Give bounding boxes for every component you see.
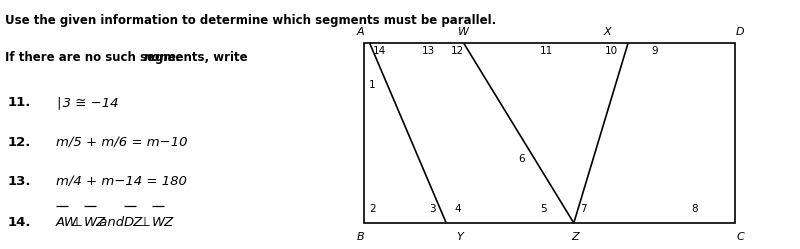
Text: DZ: DZ [124,216,143,229]
Text: C: C [737,232,744,242]
Text: 4: 4 [454,204,461,214]
Text: 11.: 11. [8,96,31,109]
Text: 14: 14 [373,46,386,56]
Text: 10: 10 [605,46,618,56]
Text: 11: 11 [540,46,554,56]
Text: If there are no such segments, write: If there are no such segments, write [6,51,252,64]
Text: none.: none. [143,51,181,64]
Text: Y: Y [457,232,463,242]
Text: ⊥: ⊥ [135,216,155,229]
Text: AW: AW [55,216,78,229]
Text: 7: 7 [580,204,586,214]
Text: A: A [356,27,364,37]
Text: ∣3 ≅ −14: ∣3 ≅ −14 [55,96,118,109]
Text: 13.: 13. [8,175,31,188]
Text: 6: 6 [518,154,525,164]
Text: 12: 12 [450,46,464,56]
Text: 12.: 12. [8,135,31,149]
Text: and: and [95,216,129,229]
Text: 9: 9 [652,46,658,56]
Text: 8: 8 [692,204,698,214]
Text: ⊥: ⊥ [67,216,87,229]
Text: 5: 5 [540,204,547,214]
Text: 2: 2 [369,204,375,214]
Text: D: D [736,27,745,37]
Text: 13: 13 [422,46,435,56]
Text: m∕5 + m∕6 = m−10: m∕5 + m∕6 = m−10 [55,135,187,149]
Text: WZ: WZ [84,216,106,229]
Text: m∕4 + m−14 = 180: m∕4 + m−14 = 180 [55,175,186,188]
Text: 14.: 14. [8,216,31,229]
Text: 3: 3 [430,204,436,214]
Text: B: B [356,232,364,242]
Text: Use the given information to determine which segments must be parallel.: Use the given information to determine w… [6,14,497,27]
Bar [364,43,735,223]
Text: W: W [458,27,470,37]
Text: X: X [603,27,611,37]
Text: Z: Z [571,232,579,242]
Text: WZ: WZ [152,216,174,229]
Text: 1: 1 [369,80,375,90]
